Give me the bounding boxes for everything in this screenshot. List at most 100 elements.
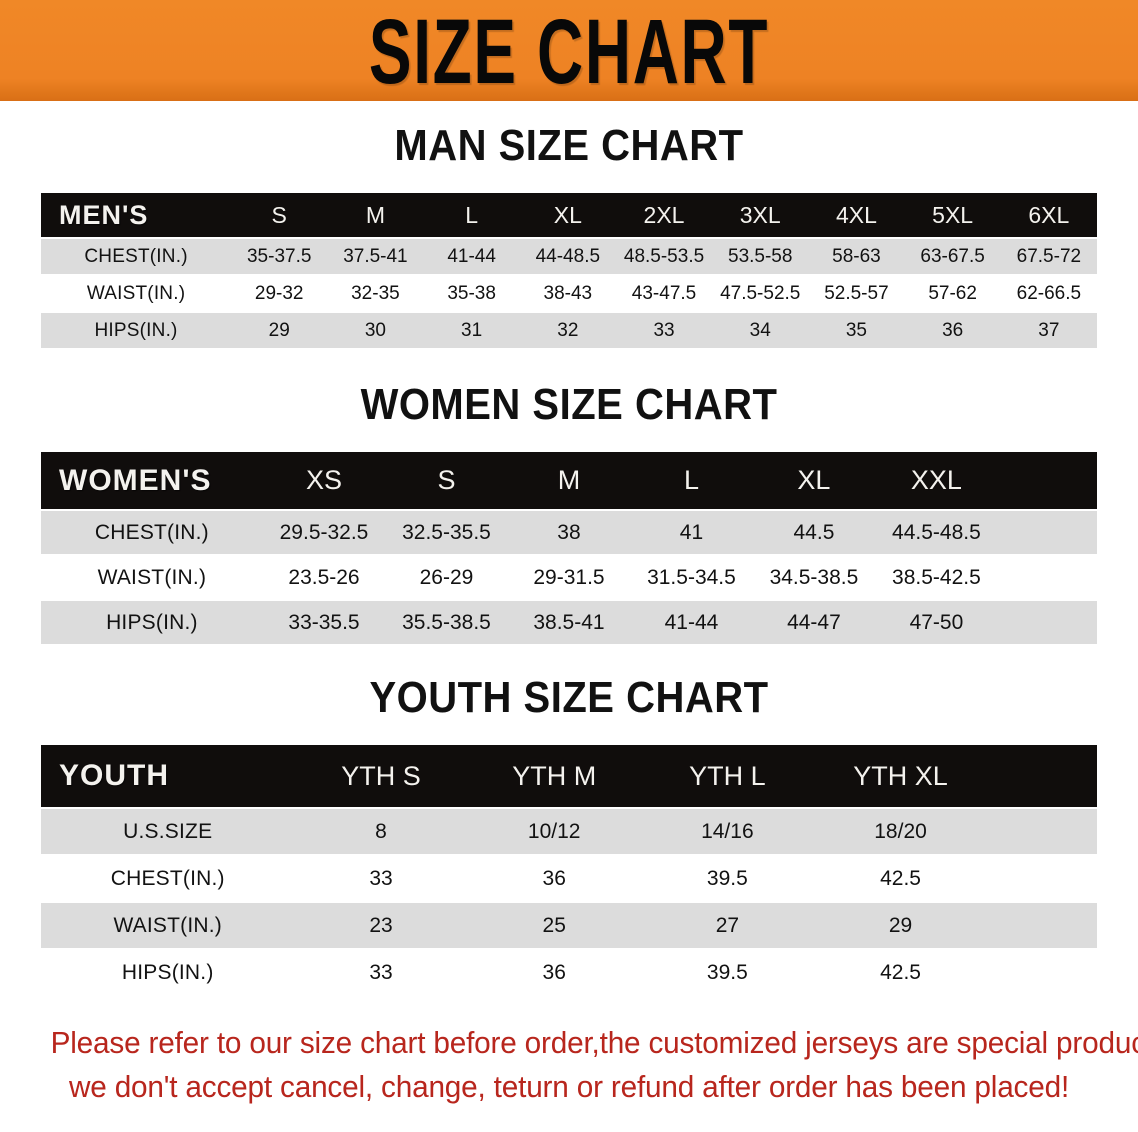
women-section-title: WOMEN SIZE CHART bbox=[360, 381, 778, 429]
youth-header-spacer bbox=[987, 745, 1097, 807]
women-hips-spacer bbox=[997, 601, 1097, 644]
man-size-table-wrapper: MEN'S S M L XL 2XL 3XL 4XL 5XL 6XL CHEST… bbox=[41, 191, 1097, 350]
man-col-header-3xl: 3XL bbox=[739, 201, 781, 228]
man-table-header-row: MEN'S S M L XL 2XL 3XL 4XL 5XL 6XL bbox=[41, 193, 1097, 237]
women-waist-m: 29-31.5 bbox=[507, 556, 631, 599]
man-waist-m: 32-35 bbox=[327, 276, 424, 311]
man-hips-5xl: 36 bbox=[904, 313, 1001, 348]
women-chest-xs: 29.5-32.5 bbox=[262, 511, 386, 554]
order-policy-disclaimer: Please refer to our size chart before or… bbox=[50, 1021, 1138, 1109]
man-col-header-s: S bbox=[271, 201, 287, 228]
man-hips-l: 31 bbox=[423, 313, 520, 348]
page-banner: SIZE CHART bbox=[0, 0, 1138, 101]
women-header-spacer bbox=[998, 452, 1097, 509]
man-col-header-m: M bbox=[365, 201, 385, 228]
man-row-label-waist: WAIST(IN.) bbox=[41, 276, 232, 311]
table-row: CHEST(IN.) 35-37.5 37.5-41 41-44 44-48.5… bbox=[41, 239, 1097, 274]
man-row-label-hips: HIPS(IN.) bbox=[41, 313, 232, 348]
women-chest-xxl: 44.5-48.5 bbox=[875, 511, 998, 554]
youth-waist-yth-m: 25 bbox=[467, 903, 641, 948]
man-waist-5xl: 57-62 bbox=[904, 276, 1001, 311]
man-chest-5xl: 63-67.5 bbox=[904, 239, 1001, 274]
man-hips-xl: 32 bbox=[519, 313, 616, 348]
women-col-header-s: S bbox=[437, 465, 456, 495]
women-hips-xxl: 47-50 bbox=[875, 601, 998, 644]
man-hips-3xl: 34 bbox=[712, 313, 809, 348]
women-row-label-chest: CHEST(IN.) bbox=[41, 511, 263, 554]
table-row: HIPS(IN.) 33 36 39.5 42.5 bbox=[41, 950, 1097, 995]
women-waist-spacer bbox=[997, 556, 1097, 599]
youth-ussize-yth-s: 8 bbox=[294, 809, 468, 854]
man-hips-s: 29 bbox=[231, 313, 328, 348]
women-waist-xl: 34.5-38.5 bbox=[752, 556, 876, 599]
youth-row-label-hips: HIPS(IN.) bbox=[41, 950, 295, 995]
youth-hips-yth-m: 36 bbox=[467, 950, 641, 995]
youth-table-header-row: YOUTH YTH S YTH M YTH L YTH XL bbox=[41, 745, 1097, 807]
man-col-header-6xl: 6XL bbox=[1028, 201, 1070, 228]
youth-col-header-yth-m: YTH M bbox=[512, 760, 597, 791]
man-chest-xl: 44-48.5 bbox=[519, 239, 616, 274]
table-row: HIPS(IN.) 33-35.5 35.5-38.5 38.5-41 41-4… bbox=[41, 601, 1097, 644]
man-corner-label: MEN'S bbox=[59, 199, 149, 230]
youth-hips-yth-xl: 42.5 bbox=[813, 950, 988, 995]
man-chest-s: 35-37.5 bbox=[231, 239, 328, 274]
youth-col-header-yth-l: YTH L bbox=[689, 760, 766, 791]
youth-size-table: YOUTH YTH S YTH M YTH L YTH XL U.S.SIZE … bbox=[41, 743, 1097, 997]
women-hips-xs: 33-35.5 bbox=[262, 601, 386, 644]
youth-hips-yth-l: 39.5 bbox=[640, 950, 814, 995]
women-hips-s: 35.5-38.5 bbox=[385, 601, 508, 644]
youth-corner-label: YOUTH bbox=[59, 759, 169, 792]
women-waist-l: 31.5-34.5 bbox=[630, 556, 753, 599]
man-col-header-2xl: 2XL bbox=[643, 201, 685, 228]
youth-ussize-yth-l: 14/16 bbox=[640, 809, 814, 854]
man-hips-4xl: 35 bbox=[808, 313, 905, 348]
man-col-header-5xl: 5XL bbox=[932, 201, 974, 228]
women-waist-xxl: 38.5-42.5 bbox=[875, 556, 998, 599]
youth-col-header-yth-s: YTH S bbox=[341, 760, 421, 791]
youth-waist-yth-s: 23 bbox=[294, 903, 468, 948]
youth-waist-yth-l: 27 bbox=[640, 903, 814, 948]
youth-chest-yth-m: 36 bbox=[467, 856, 641, 901]
man-section-title: MAN SIZE CHART bbox=[394, 122, 744, 170]
man-size-table: MEN'S S M L XL 2XL 3XL 4XL 5XL 6XL CHEST… bbox=[41, 191, 1097, 350]
youth-chest-yth-s: 33 bbox=[294, 856, 468, 901]
table-row: WAIST(IN.) 23.5-26 26-29 29-31.5 31.5-34… bbox=[41, 556, 1097, 599]
women-hips-xl: 44-47 bbox=[752, 601, 876, 644]
women-hips-l: 41-44 bbox=[630, 601, 753, 644]
disclaimer-line-2: we don't accept cancel, change, teturn o… bbox=[68, 1069, 1070, 1104]
women-col-header-xl: XL bbox=[797, 465, 831, 495]
women-chest-xl: 44.5 bbox=[752, 511, 876, 554]
table-row: WAIST(IN.) 23 25 27 29 bbox=[41, 903, 1097, 948]
youth-row-label-us-size: U.S.SIZE bbox=[41, 809, 295, 854]
women-waist-s: 26-29 bbox=[385, 556, 508, 599]
man-col-header-4xl: 4XL bbox=[835, 201, 877, 228]
man-waist-s: 29-32 bbox=[231, 276, 328, 311]
man-col-header-xl: XL bbox=[553, 201, 582, 228]
man-chest-m: 37.5-41 bbox=[327, 239, 424, 274]
page-title: SIZE CHART bbox=[368, 0, 770, 103]
man-waist-xl: 38-43 bbox=[519, 276, 616, 311]
table-row: U.S.SIZE 8 10/12 14/16 18/20 bbox=[41, 809, 1097, 854]
women-col-header-xs: XS bbox=[305, 465, 343, 495]
women-chest-m: 38 bbox=[507, 511, 631, 554]
women-chest-spacer bbox=[997, 511, 1097, 554]
women-chest-s: 32.5-35.5 bbox=[385, 511, 508, 554]
women-waist-xs: 23.5-26 bbox=[262, 556, 386, 599]
man-hips-2xl: 33 bbox=[615, 313, 713, 348]
youth-ussize-yth-m: 10/12 bbox=[467, 809, 641, 854]
man-hips-6xl: 37 bbox=[1000, 313, 1097, 348]
youth-chest-yth-xl: 42.5 bbox=[813, 856, 988, 901]
man-chest-3xl: 53.5-58 bbox=[712, 239, 809, 274]
youth-waist-spacer bbox=[987, 903, 1097, 948]
youth-chest-yth-l: 39.5 bbox=[640, 856, 814, 901]
youth-ussize-spacer bbox=[987, 809, 1097, 854]
women-size-table-wrapper: WOMEN'S XS S M L XL XXL CHEST(IN.) 29.5-… bbox=[41, 450, 1097, 646]
women-row-label-hips: HIPS(IN.) bbox=[41, 601, 263, 644]
youth-waist-yth-xl: 29 bbox=[813, 903, 988, 948]
youth-row-label-waist: WAIST(IN.) bbox=[41, 903, 295, 948]
man-hips-m: 30 bbox=[327, 313, 424, 348]
table-row: HIPS(IN.) 29 30 31 32 33 34 35 36 37 bbox=[41, 313, 1097, 348]
man-waist-2xl: 43-47.5 bbox=[615, 276, 713, 311]
disclaimer-line-1: Please refer to our size chart before or… bbox=[50, 1025, 1138, 1060]
man-col-header-l: L bbox=[465, 201, 479, 228]
